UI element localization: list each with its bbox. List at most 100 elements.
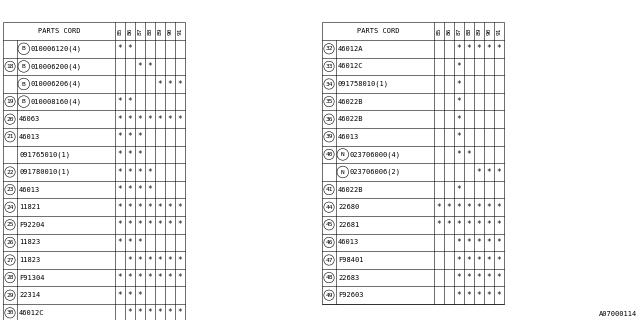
Text: 46013: 46013 (338, 239, 359, 245)
Text: *: * (148, 203, 152, 212)
Text: *: * (128, 115, 132, 124)
Text: 25: 25 (6, 222, 13, 227)
Text: *: * (157, 203, 163, 212)
Text: *: * (157, 255, 163, 265)
Text: 91: 91 (497, 27, 502, 35)
Text: *: * (457, 44, 461, 53)
Text: *: * (138, 255, 142, 265)
Text: *: * (138, 62, 142, 71)
Text: 18: 18 (6, 64, 13, 69)
Text: 023706006(2): 023706006(2) (349, 169, 400, 175)
Text: 46013: 46013 (19, 134, 40, 140)
Text: *: * (497, 255, 501, 265)
Text: *: * (128, 308, 132, 317)
Text: *: * (138, 167, 142, 177)
Text: 30: 30 (6, 310, 13, 315)
Text: *: * (497, 291, 501, 300)
Text: *: * (157, 308, 163, 317)
Text: *: * (486, 203, 492, 212)
Text: PARTS CORD: PARTS CORD (356, 28, 399, 34)
Text: *: * (128, 273, 132, 282)
Text: 48: 48 (325, 275, 333, 280)
Text: *: * (497, 220, 501, 229)
Text: 26: 26 (6, 240, 13, 245)
Text: *: * (118, 132, 122, 141)
Text: *: * (118, 220, 122, 229)
Text: *: * (128, 97, 132, 106)
Text: *: * (118, 44, 122, 53)
Text: *: * (118, 273, 122, 282)
Text: 28: 28 (6, 275, 13, 280)
Text: 46022B: 46022B (338, 187, 364, 193)
Text: N: N (341, 170, 345, 174)
Text: 20: 20 (6, 117, 13, 122)
Bar (3, 22, 185, 320)
Text: *: * (138, 132, 142, 141)
Text: 90: 90 (168, 27, 173, 35)
Text: 46: 46 (325, 240, 333, 245)
Text: 36: 36 (325, 117, 333, 122)
Text: *: * (457, 291, 461, 300)
Text: 091765010(1): 091765010(1) (19, 151, 70, 158)
Text: *: * (138, 220, 142, 229)
Text: *: * (497, 167, 501, 177)
Text: 010006206(4): 010006206(4) (30, 81, 81, 87)
Text: 11823: 11823 (19, 257, 40, 263)
Text: 91: 91 (177, 27, 182, 35)
Text: *: * (168, 203, 172, 212)
Text: A07000114: A07000114 (599, 311, 637, 317)
Text: 46013: 46013 (338, 134, 359, 140)
Text: *: * (118, 150, 122, 159)
Text: 22314: 22314 (19, 292, 40, 298)
Text: 010008160(4): 010008160(4) (30, 98, 81, 105)
Text: 90: 90 (486, 27, 492, 35)
Text: *: * (168, 255, 172, 265)
Text: *: * (178, 255, 182, 265)
Text: *: * (168, 79, 172, 89)
Text: 85: 85 (436, 27, 442, 35)
Text: *: * (457, 62, 461, 71)
Text: *: * (436, 220, 442, 229)
Text: *: * (457, 185, 461, 194)
Text: *: * (486, 291, 492, 300)
Text: *: * (457, 255, 461, 265)
Text: 22681: 22681 (338, 222, 359, 228)
Text: *: * (138, 291, 142, 300)
Text: *: * (118, 203, 122, 212)
Text: 23: 23 (6, 187, 13, 192)
Text: *: * (436, 203, 442, 212)
Text: 11821: 11821 (19, 204, 40, 210)
Text: *: * (447, 203, 451, 212)
Text: 44: 44 (325, 205, 333, 210)
Text: *: * (128, 44, 132, 53)
Text: 010006200(4): 010006200(4) (30, 63, 81, 70)
Text: 32: 32 (325, 46, 333, 51)
Text: *: * (467, 44, 471, 53)
Text: *: * (118, 238, 122, 247)
Text: 88: 88 (467, 27, 472, 35)
Text: *: * (477, 44, 481, 53)
Text: 49: 49 (325, 293, 333, 298)
Text: 88: 88 (147, 27, 152, 35)
Text: *: * (178, 308, 182, 317)
Text: 46012A: 46012A (338, 46, 364, 52)
Text: F98401: F98401 (338, 257, 364, 263)
Text: *: * (118, 115, 122, 124)
Text: *: * (148, 185, 152, 194)
Text: *: * (138, 115, 142, 124)
Text: *: * (457, 238, 461, 247)
Text: 47: 47 (325, 258, 333, 262)
Text: *: * (486, 273, 492, 282)
Text: *: * (128, 238, 132, 247)
Text: *: * (467, 291, 471, 300)
Text: *: * (467, 203, 471, 212)
Text: 22: 22 (6, 170, 13, 174)
Text: *: * (128, 150, 132, 159)
Text: B: B (22, 99, 26, 104)
Text: *: * (467, 220, 471, 229)
Text: 19: 19 (6, 99, 13, 104)
Text: 11823: 11823 (19, 239, 40, 245)
Text: *: * (157, 115, 163, 124)
Text: 46012C: 46012C (338, 63, 364, 69)
Text: 86: 86 (447, 27, 451, 35)
